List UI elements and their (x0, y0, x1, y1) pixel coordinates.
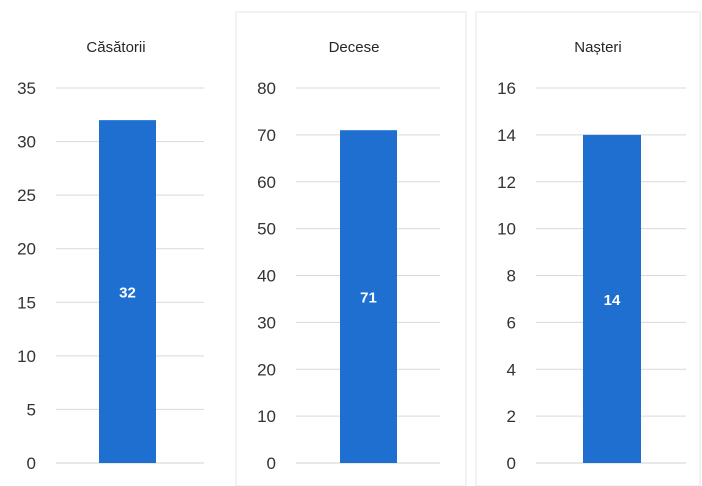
y-tick-label: 8 (507, 267, 516, 286)
y-tick-label: 15 (17, 293, 36, 312)
y-tick-label: 2 (507, 407, 516, 426)
data-label: 71 (360, 290, 377, 307)
chart-nasteri: Nașteri 0 2 4 6 8 10 12 14 16 14 (497, 39, 686, 473)
y-tick-label: 35 (17, 79, 36, 98)
y-tick-label: 0 (267, 454, 276, 473)
bar (583, 134, 641, 463)
y-tick-label: 20 (17, 240, 36, 259)
chart-title: Nașteri (574, 39, 622, 56)
y-tick-label: 0 (27, 454, 36, 473)
y-tick-label: 50 (257, 220, 276, 239)
data-label: 14 (604, 292, 621, 309)
y-tick-label: 25 (17, 186, 36, 205)
y-tick-label: 70 (257, 126, 276, 145)
chart-decese: Decese 0 10 20 30 40 50 60 70 80 71 (257, 39, 440, 473)
y-tick-label: 30 (257, 313, 276, 332)
y-tick-label: 5 (27, 400, 36, 419)
data-label: 32 (119, 285, 136, 302)
chart-casatorii: Căsătorii 0 5 10 15 20 25 30 35 32 (17, 39, 204, 473)
chart-title: Căsătorii (86, 39, 145, 56)
y-tick-label: 80 (257, 79, 276, 98)
y-tick-label: 0 (507, 454, 516, 473)
panel-frame-3 (475, 11, 701, 486)
panel-frame-2 (235, 11, 467, 486)
y-tick-label: 4 (507, 360, 516, 379)
chart-title: Decese (329, 39, 380, 56)
y-tick-label: 40 (257, 267, 276, 286)
y-tick-label: 60 (257, 173, 276, 192)
bar (99, 120, 156, 464)
y-tick-label: 10 (497, 220, 516, 239)
y-tick-label: 10 (17, 347, 36, 366)
y-tick-label: 30 (17, 133, 36, 152)
y-tick-label: 10 (257, 407, 276, 426)
y-tick-label: 6 (507, 313, 516, 332)
y-tick-label: 14 (497, 126, 516, 145)
y-tick-label: 12 (497, 173, 516, 192)
y-tick-label: 20 (257, 360, 276, 379)
bar (340, 130, 397, 463)
y-tick-label: 16 (497, 79, 516, 98)
